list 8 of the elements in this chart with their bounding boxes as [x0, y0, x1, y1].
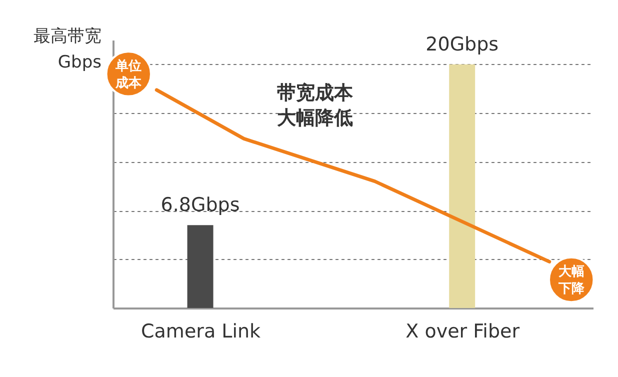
annotation: 带宽成本大幅降低 — [277, 82, 354, 129]
x-tick-label: X over Fiber — [406, 320, 520, 342]
data-label: 6.8Gbps — [160, 194, 240, 216]
annotation: 单位成本 — [114, 58, 143, 91]
data-label: 20Gbps — [426, 33, 499, 56]
annotation: 大幅下降 — [557, 264, 586, 297]
y-axis-title: 最高带宽 Gbps — [34, 26, 102, 72]
x-tick-label: Camera Link — [141, 320, 261, 342]
